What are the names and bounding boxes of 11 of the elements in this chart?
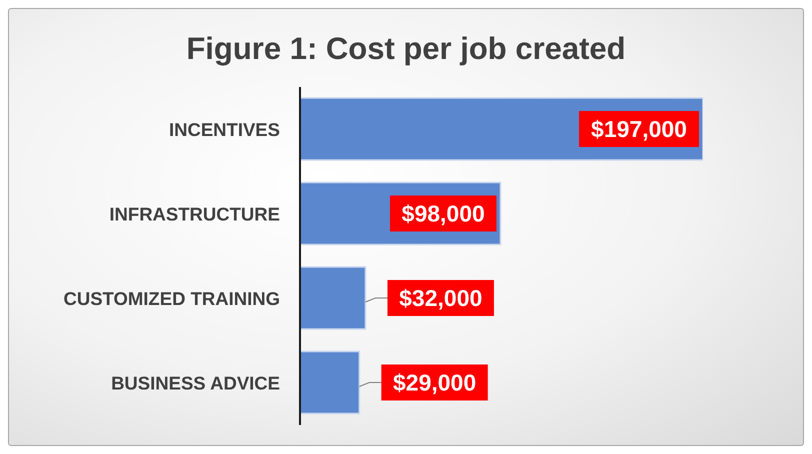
bar — [300, 350, 360, 414]
data-label: $197,000 — [591, 116, 687, 142]
y-tick-label: BUSINESS ADVICE — [111, 372, 280, 394]
y-tick-label: CUSTOMIZED TRAINING — [63, 288, 280, 309]
y-tick-label: INFRASTRUCTURE — [109, 203, 280, 224]
data-label: $32,000 — [399, 285, 482, 311]
chart-title: Figure 1: Cost per job created — [185, 30, 627, 66]
data-label: $29,000 — [393, 370, 476, 396]
bar — [300, 266, 366, 330]
data-label: $98,000 — [402, 200, 485, 226]
y-tick-label: INCENTIVES — [168, 118, 280, 140]
